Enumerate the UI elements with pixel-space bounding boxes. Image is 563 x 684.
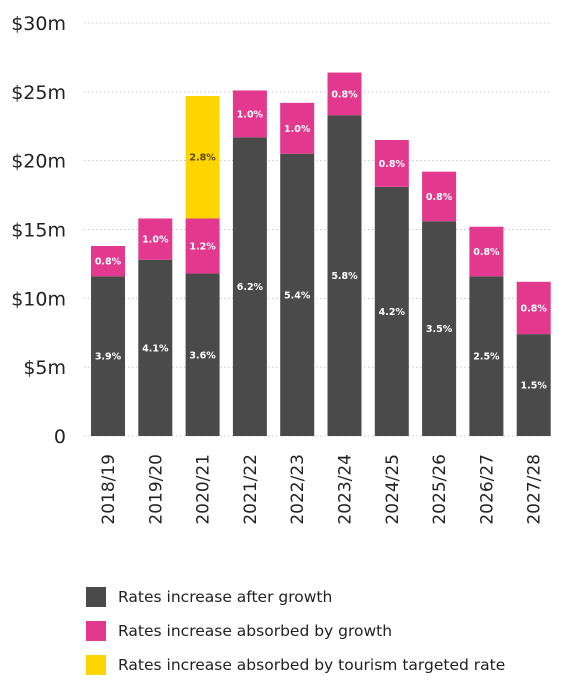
bar-segment [138,259,173,436]
bar-segment [374,186,409,436]
y-tick-label: $25m [11,82,66,104]
legend-label-absorbed-by-growth: Rates increase absorbed by growth [118,622,393,640]
bar-segment [91,246,125,277]
bar-segment [280,153,315,437]
bar-segment [280,102,315,154]
bar-value-label: 6.2% [237,282,264,293]
bar-segment [185,218,220,274]
bar-segment [516,281,551,335]
bar-segment [232,137,267,436]
x-tick-label: 2026/27 [477,454,497,525]
bar-segment [469,276,504,436]
x-tick-label: 2027/28 [525,454,545,525]
bar-value-label: 0.8% [521,303,548,314]
x-tick-label: 2025/26 [430,454,450,525]
legend-swatch-tourism-targeted-rate [86,655,106,675]
bar-value-label: 1.5% [521,381,548,392]
y-tick-label: $30m [11,13,66,35]
x-tick-label: 2018/19 [99,454,119,525]
bar-segment [185,273,220,436]
legend-swatch-absorbed-by-growth [86,621,106,641]
bar-segment [91,276,125,436]
x-tick-label: 2021/22 [241,454,261,525]
legend-label-tourism-targeted-rate: Rates increase absorbed by tourism targe… [118,656,506,674]
bar-value-label: 2.8% [189,153,216,164]
bar-value-label: 5.4% [284,290,311,301]
bar-value-label: 1.0% [237,109,264,120]
legend-item-after-growth: Rates increase after growth [86,580,505,614]
bar-value-label: 3.5% [426,324,453,335]
bar-value-label: 0.8% [473,247,500,258]
bar-value-label: 0.8% [95,257,122,268]
chart-legend: Rates increase after growth Rates increa… [86,580,505,682]
y-tick-label: $5m [23,357,66,379]
bar-segment [327,115,362,436]
stacked-bar-chart: 0 $5m $10m $15m $20m $25m $30m 3.9% 0.8% 2018/19 4… [11,13,552,525]
bar-segment [232,90,267,138]
bar-value-label: 0.8% [379,159,406,170]
bar-value-label: 5.8% [331,271,358,282]
y-tick-label: $20m [11,151,66,173]
bar-segment [327,72,362,116]
y-tick-label: 0 [54,426,66,448]
legend-item-tourism-targeted-rate: Rates increase absorbed by tourism targe… [86,648,505,682]
bar-segment [185,95,220,219]
y-tick-label: $10m [11,288,66,310]
bar-value-label: 1.0% [284,124,311,135]
x-tick-label: 2020/21 [194,454,214,525]
bar-value-label: 1.0% [142,235,169,246]
bar-segment [469,226,504,277]
legend-swatch-after-growth [86,587,106,607]
x-tick-label: 2024/25 [383,454,403,525]
bar-segment [422,171,457,222]
legend-label-after-growth: Rates increase after growth [118,588,333,606]
y-tick-label: $15m [11,220,66,242]
bar-segment [138,218,173,260]
bar-value-label: 4.1% [142,343,169,354]
bar-segment [516,334,551,436]
x-tick-label: 2023/24 [336,454,356,525]
legend-item-absorbed-by-growth: Rates increase absorbed by growth [86,614,505,648]
bar-value-label: 3.6% [189,350,216,361]
x-tick-label: 2022/23 [288,454,308,525]
bar-value-label: 1.2% [189,242,216,253]
bar-value-label: 0.8% [331,89,358,100]
bar-value-label: 0.8% [426,192,453,203]
x-tick-label: 2019/20 [146,454,166,525]
bar-value-label: 3.9% [95,352,122,363]
bar-segment [374,140,409,187]
bar-value-label: 2.5% [473,352,500,363]
bar-segment [422,221,457,436]
bar-value-label: 4.2% [379,307,406,318]
